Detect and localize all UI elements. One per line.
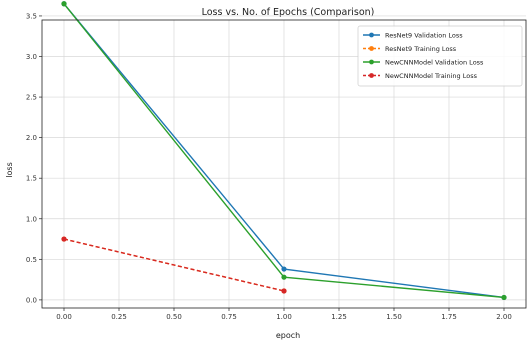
y-tick-label: 3.5 <box>26 12 37 20</box>
x-tick-label: 0.75 <box>221 313 237 321</box>
legend-swatch-marker <box>369 46 374 51</box>
y-axis-title: loss <box>5 162 14 177</box>
legend-swatch-marker <box>369 73 374 78</box>
x-tick-label: 1.50 <box>386 313 402 321</box>
x-tick-label: 2.00 <box>496 313 512 321</box>
y-tick-label: 0.5 <box>26 256 37 264</box>
y-tick-label: 2.0 <box>26 134 37 142</box>
y-tick-label: 1.0 <box>26 215 37 223</box>
legend-box <box>357 25 523 87</box>
series-line-3 <box>63 238 285 292</box>
y-tick-label: 3.0 <box>26 53 37 61</box>
legend-label: ResNet9 Training Loss <box>385 45 457 53</box>
x-tick-label: 0.25 <box>111 313 127 321</box>
series-3-point <box>61 236 67 242</box>
legend-swatch-marker <box>369 59 374 65</box>
series-0-point <box>281 266 287 272</box>
x-tick-label: 0.50 <box>166 313 182 321</box>
x-tick-label: 1.75 <box>441 313 457 321</box>
legend: ResNet9 Validation Loss ResNet9 Training … <box>357 25 523 87</box>
legend-swatch-marker <box>369 32 374 38</box>
series-2-point <box>281 274 287 280</box>
series-2-point <box>501 294 507 301</box>
y-tick-label: 0.0 <box>26 296 37 304</box>
series-lines <box>61 1 507 301</box>
x-tick-label: 0.00 <box>56 313 72 321</box>
y-tick-label: 1.5 <box>26 175 37 183</box>
legend-label: ResNet9 Validation Loss <box>385 31 463 39</box>
x-axis-title: epoch <box>276 331 300 340</box>
y-tick-label: 2.5 <box>26 94 37 102</box>
x-tick-label: 1.25 <box>331 313 347 321</box>
series-2-point <box>61 1 67 7</box>
axis-ticks: 0.00 0.25 0.50 0.75 1.00 1.25 1.50 1.75 2.00 0.0 0… <box>26 12 512 321</box>
legend-label: NewCNNModel Training Loss <box>385 72 478 80</box>
chart-title: Loss vs. No. of Epochs (Comparison) <box>202 7 375 18</box>
series-3-point <box>281 288 287 294</box>
legend-label: NewCNNModel Validation Loss <box>385 58 484 66</box>
x-tick-label: 1.00 <box>276 313 292 321</box>
